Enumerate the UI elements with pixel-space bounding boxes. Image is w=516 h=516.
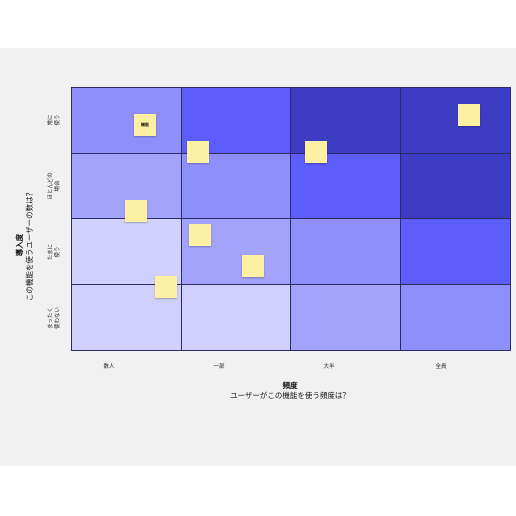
- matrix-cell: [400, 153, 510, 219]
- sticky-note[interactable]: [125, 200, 147, 222]
- row-label-always: 常に 使う: [48, 114, 61, 126]
- row-label-sometimes: たまに 使う: [48, 243, 61, 261]
- sticky-note[interactable]: 機能: [134, 114, 156, 136]
- y-axis-title-text: 導入度: [15, 233, 25, 257]
- row-label-mostly: ほとんどの 場合: [48, 172, 61, 200]
- matrix-cell: [72, 219, 182, 285]
- sticky-note[interactable]: [189, 224, 211, 246]
- sticky-note[interactable]: [305, 141, 327, 163]
- sticky-note[interactable]: [187, 141, 209, 163]
- sticky-note[interactable]: [242, 255, 264, 277]
- matrix-cell: [181, 153, 291, 219]
- col-label-some: 一部: [213, 364, 225, 370]
- row-label-never: まったく 使わない: [48, 307, 61, 330]
- matrix-cell: [400, 284, 510, 350]
- col-label-most: 大半: [323, 364, 335, 370]
- matrix-cell: [291, 219, 401, 285]
- y-axis-subtitle: この機能を使うユーザーの数は？: [25, 188, 35, 302]
- matrix-cell: [400, 88, 510, 154]
- matrix-cell: [181, 284, 291, 350]
- x-axis-subtitle: ユーザーがこの機能を使う頻度は？: [230, 391, 350, 400]
- sticky-note[interactable]: [458, 104, 480, 126]
- x-axis-title-text: 頻度: [282, 381, 298, 390]
- matrix-cell: [291, 284, 401, 350]
- col-label-few: 数人: [103, 364, 115, 370]
- matrix-cell: [291, 153, 401, 219]
- x-axis-title: 頻度 ユーザーがこの機能を使う頻度は？: [200, 381, 380, 401]
- col-label-all: 全員: [435, 364, 447, 370]
- matrix-cell: [72, 88, 182, 154]
- sticky-note[interactable]: [155, 276, 177, 298]
- matrix-cell: [400, 219, 510, 285]
